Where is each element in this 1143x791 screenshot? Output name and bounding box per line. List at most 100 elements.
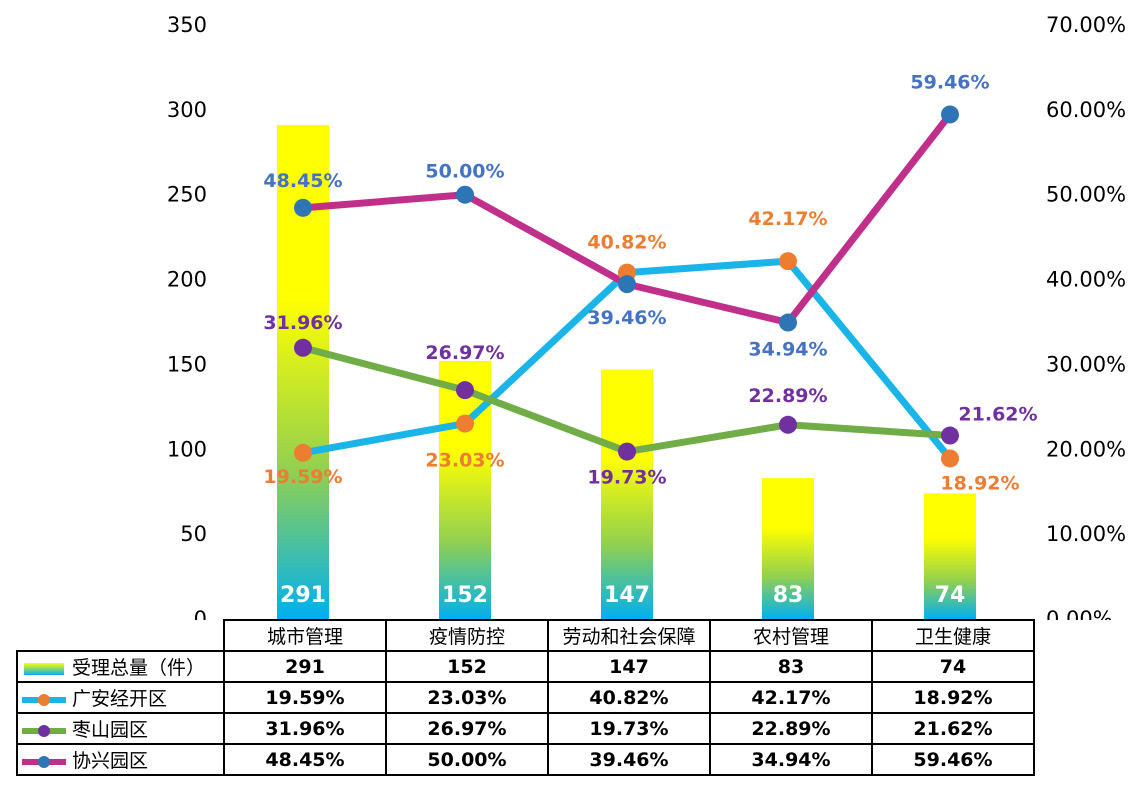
point-value-label: 19.73% (587, 467, 666, 489)
left-tick-label: 200 (167, 268, 207, 292)
table-cell: 291 (223, 650, 387, 683)
right-tick-label: 60.00% (1046, 98, 1126, 122)
bar (601, 369, 653, 619)
table-cell: 50.00% (385, 743, 549, 776)
table-cell: 59.46% (871, 743, 1035, 776)
point-value-label: 26.97% (425, 342, 504, 364)
bar-value-label: 152 (442, 583, 488, 608)
series-point (941, 105, 959, 124)
category-header: 城市管理 (223, 619, 387, 652)
series-point (294, 198, 312, 217)
table-cell: 23.03% (385, 681, 549, 714)
point-value-label: 39.46% (587, 307, 666, 329)
table-row-series-0: 广安经开区 19.59% 23.03% 40.82% 42.17% 18.92% (16, 681, 1035, 714)
series-point (618, 275, 636, 294)
left-tick-label: 300 (167, 98, 207, 122)
table-cell: 39.46% (547, 743, 711, 776)
table-row-bars: 受理总量（件） 291 152 147 83 74 (16, 650, 1035, 683)
point-value-label: 34.94% (748, 339, 827, 361)
table-cell: 34.94% (709, 743, 873, 776)
legend-label: 广安经开区 (72, 688, 168, 710)
point-value-label: 21.62% (958, 404, 1037, 426)
series-point (456, 185, 474, 204)
left-axis-ticks: 0 50 100 150 200 250 300 350 (167, 13, 207, 620)
bar-value-label: 83 (773, 583, 804, 608)
legend-label: 受理总量（件） (72, 657, 206, 679)
legend-key-series-0: 广安经开区 (16, 681, 225, 714)
line-swatch-icon (22, 694, 66, 706)
right-tick-label: 0.00% (1046, 607, 1113, 620)
table-cell: 152 (385, 650, 549, 683)
bar-value-label: 147 (604, 583, 650, 608)
line-swatch-icon (22, 756, 66, 768)
left-tick-label: 250 (167, 183, 207, 207)
bar-value-label: 74 (935, 583, 966, 608)
bars: 291 152 147 83 74 (277, 125, 976, 619)
legend-label: 枣山园区 (72, 719, 149, 741)
data-table: 城市管理 疫情防控 劳动和社会保障 农村管理 卫生健康 受理总量（件） 291 … (16, 619, 1035, 776)
legend-key-bars: 受理总量（件） (16, 650, 225, 683)
table-header-row: 城市管理 疫情防控 劳动和社会保障 农村管理 卫生健康 (17, 619, 1035, 652)
category-header: 农村管理 (709, 619, 873, 652)
right-tick-label: 30.00% (1046, 352, 1126, 376)
series-point (779, 252, 797, 271)
bar (924, 493, 976, 619)
table-cell: 147 (547, 650, 711, 683)
bar-swatch-icon (24, 663, 64, 675)
legend-key-series-2: 协兴园区 (16, 743, 225, 776)
point-value-label: 50.00% (425, 161, 504, 183)
left-tick-label: 150 (167, 352, 207, 376)
right-axis-ticks: 0.00% 10.00% 20.00% 30.00% 40.00% 50.00% 60.00… (1046, 13, 1126, 620)
lines (294, 105, 959, 468)
series-point (294, 443, 312, 462)
table-cell: 83 (709, 650, 873, 683)
point-value-label: 23.03% (425, 450, 504, 472)
series-point (294, 338, 312, 357)
data-labels: 19.59% 23.03% 40.82% 42.17% 18.92% 31.96% 26.9… (263, 71, 1037, 494)
table-cell: 40.82% (547, 681, 711, 714)
left-tick-label: 100 (167, 437, 207, 461)
category-header: 卫生健康 (871, 619, 1035, 652)
left-tick-label: 50 (180, 522, 207, 546)
table-cell: 48.45% (223, 743, 387, 776)
point-value-label: 59.46% (910, 71, 989, 93)
point-value-label: 19.59% (263, 466, 342, 488)
series-point (779, 313, 797, 332)
point-value-label: 42.17% (748, 208, 827, 230)
right-tick-label: 20.00% (1046, 437, 1126, 461)
point-value-label: 18.92% (940, 472, 1019, 494)
table-row-series-1: 枣山园区 31.96% 26.97% 19.73% 22.89% 21.62% (16, 712, 1035, 745)
right-tick-label: 10.00% (1046, 522, 1126, 546)
point-value-label: 40.82% (587, 232, 666, 254)
legend-key-series-1: 枣山园区 (16, 712, 225, 745)
right-tick-label: 40.00% (1046, 268, 1126, 292)
table-cell: 19.73% (547, 712, 711, 745)
series-point (779, 415, 797, 434)
series-point (941, 426, 959, 445)
series-point (941, 449, 959, 468)
chart: 0 50 100 150 200 250 300 350 0.00% 10.00% 20.00% 3… (167, 13, 1126, 620)
legend-label: 协兴园区 (72, 750, 149, 772)
point-value-label: 22.89% (748, 385, 827, 407)
category-header: 疫情防控 (385, 619, 549, 652)
left-tick-label: 350 (167, 13, 207, 37)
bar (762, 478, 814, 619)
table-cell: 74 (871, 650, 1035, 683)
table-cell: 18.92% (871, 681, 1035, 714)
left-tick-label: 0 (194, 607, 207, 620)
line-swatch-icon (22, 725, 66, 737)
table-cell: 42.17% (709, 681, 873, 714)
table-cell: 26.97% (385, 712, 549, 745)
table-cell: 19.59% (223, 681, 387, 714)
right-tick-label: 50.00% (1046, 183, 1126, 207)
point-value-label: 31.96% (263, 312, 342, 334)
table-row-series-2: 协兴园区 48.45% 50.00% 39.46% 34.94% 59.46% (16, 743, 1035, 776)
series-point (618, 442, 636, 461)
series-point (456, 414, 474, 433)
point-value-label: 48.45% (263, 170, 342, 192)
category-header: 劳动和社会保障 (547, 619, 711, 652)
bar-value-label: 291 (280, 583, 326, 608)
table-cell: 21.62% (871, 712, 1035, 745)
series-point (456, 381, 474, 400)
right-tick-label: 70.00% (1046, 13, 1126, 37)
